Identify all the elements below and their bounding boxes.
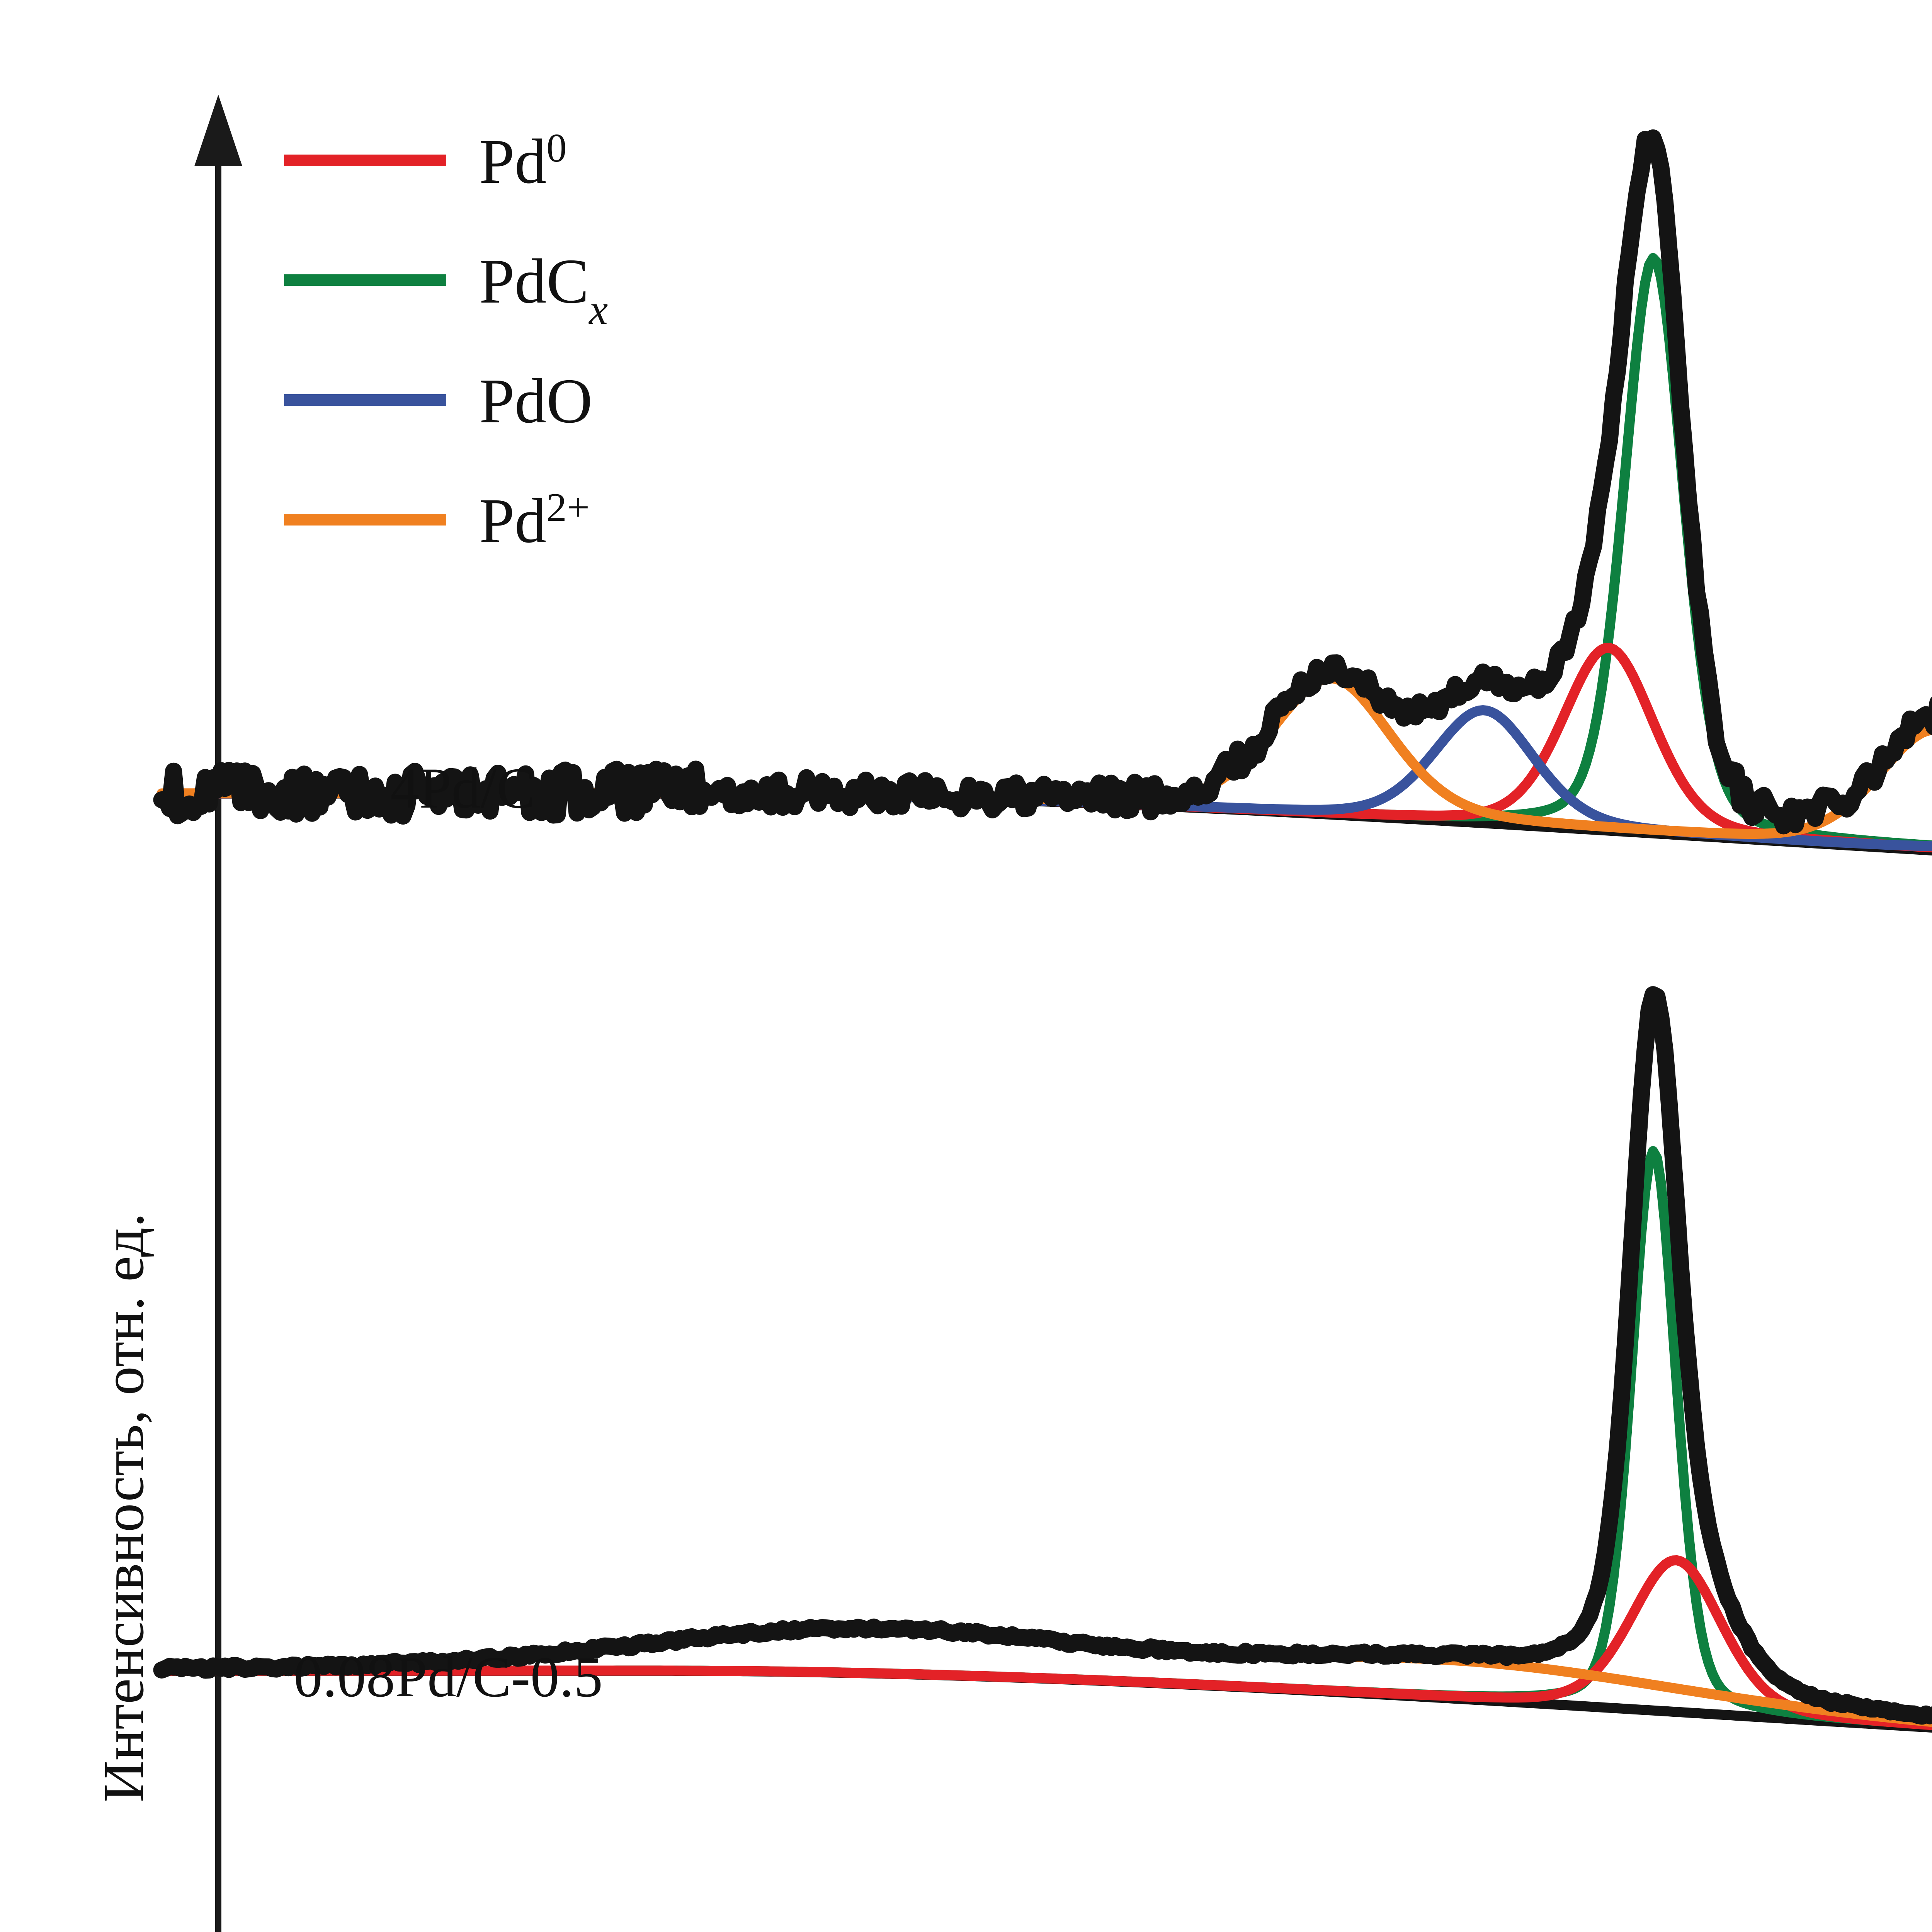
spectrum-panel-middle <box>153 986 1932 1733</box>
labels-layer: 4Pd/C0.08Pd/C-0.50.007Pd/C-2 <box>294 756 603 1709</box>
y-axis-arrow-icon <box>194 95 242 166</box>
spectrum-panel-bottom <box>162 1688 1932 1932</box>
axes-layer: 356352348344340336332Энергия связи, эВИн… <box>92 95 242 1932</box>
sample-label-middle: 0.08Pd/C-0.5 <box>294 1645 603 1709</box>
envelope-curve <box>153 129 1932 835</box>
legend-label-pdo: PdO <box>479 366 592 436</box>
envelope-curve <box>153 986 1932 1725</box>
legend-layer: Pd0 PdCx PdO Pd2+ <box>284 125 608 556</box>
y-axis-title: Интенсивность, отн. ед. <box>92 1213 156 1803</box>
sample-label-top: 4Pd/C <box>390 756 535 820</box>
legend-label-pd2+: Pd2+ <box>479 485 590 556</box>
plot-layer <box>153 129 1932 1932</box>
component-curve-pd0 <box>156 1555 1932 1730</box>
legend-label-pd0: Pd0 <box>479 125 567 197</box>
envelope-curve <box>162 1688 1932 1932</box>
component-curve-pdcx <box>162 1854 1932 1932</box>
spectrum-panel-top <box>153 129 1932 855</box>
legend-label-pdcx: PdCx <box>479 246 608 333</box>
